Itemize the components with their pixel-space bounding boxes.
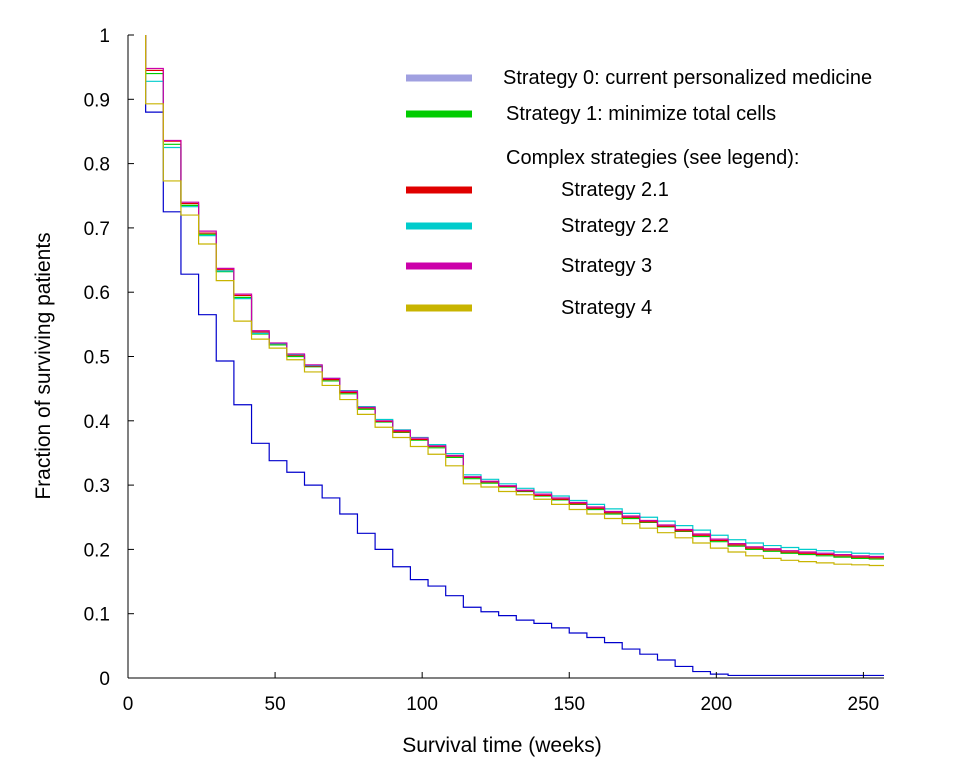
y-tick-label: 0.9 [84,90,110,111]
x-tick-label: 200 [700,694,732,715]
y-tick-label: 0 [99,669,110,690]
legend-label-2: Strategy 2.1 [561,179,669,201]
x-tick-label: 100 [406,694,438,715]
y-tick-label: 0.1 [84,605,110,626]
y-tick-label: 0.4 [84,412,111,433]
series-line-0 [145,35,884,677]
y-tick-label: 0.5 [84,348,110,369]
y-tick-label: 0.6 [84,283,110,304]
legend-label-1: Strategy 1: minimize total cells [506,103,776,125]
legend-label-3: Strategy 2.2 [561,215,669,237]
legend: Complex strategies (see legend): Strateg… [406,67,872,319]
legend-label-0: Strategy 0: current personalized medicin… [503,67,872,89]
x-tick-label: 150 [553,694,585,715]
legend-label-5: Strategy 4 [561,297,652,319]
series-line-4 [145,35,884,558]
y-tick-label: 0.7 [84,219,110,240]
ticks: 0 50 100 150 200 250 0 0.1 0.2 0.3 0.4 0.5 0.6 0.7 0.8… [84,26,880,715]
y-tick-label: 0.8 [84,155,110,176]
y-tick-label: 0.2 [84,540,110,561]
series-layer [145,35,884,677]
y-axis-title: Fraction of surviving patients [32,232,55,499]
series-line-5 [145,35,884,567]
legend-label-4: Strategy 3 [561,255,652,277]
x-tick-label: 0 [123,694,134,715]
axes [127,35,884,679]
x-axis-title: Survival time (weeks) [402,734,602,757]
x-tick-label: 50 [265,694,286,715]
y-tick-label: 1 [99,26,110,47]
x-tick-label: 250 [848,694,880,715]
y-tick-label: 0.3 [84,476,110,497]
legend-note: Complex strategies (see legend): [506,147,799,169]
